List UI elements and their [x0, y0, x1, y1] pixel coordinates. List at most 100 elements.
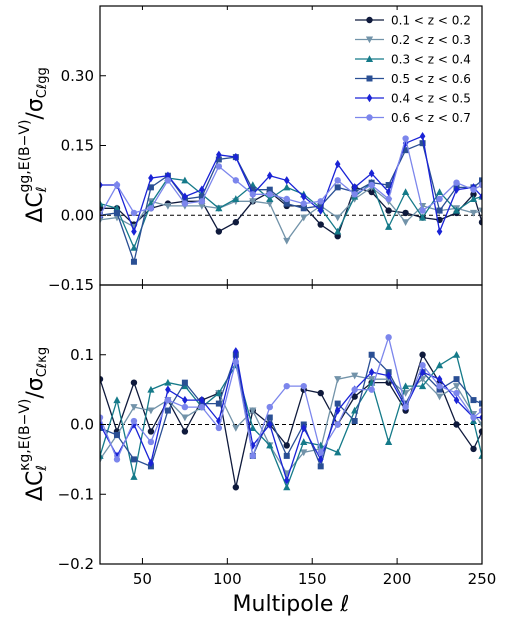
bottom-point-0-2-z-0-3-21 — [452, 383, 461, 390]
bottom-point-0-6-z-0-7-11 — [283, 382, 290, 390]
top-point-0-3-z-0-4-0 — [100, 199, 104, 207]
top-point-0-3-z-0-4-19 — [418, 213, 427, 221]
top-point-0-3-z-0-4-18 — [402, 188, 410, 195]
top-panel: 0.30 0.15 0.00 −0.15 — [48, 5, 483, 294]
bottom-series-line-0-6-z-0-7 — [100, 334, 482, 462]
bottom-y-tick-label: −0.1 — [58, 485, 94, 503]
bottom-point-0-5-z-0-6-15 — [351, 418, 358, 425]
top-point-0-5-z-0-6-6 — [198, 193, 205, 200]
bottom-point-0-3-z-0-4-21 — [452, 350, 461, 358]
top-point-0-2-z-0-3-14 — [334, 214, 342, 222]
x-tick-label: 50 — [133, 570, 152, 588]
bottom-point-0-6-z-0-7-6 — [198, 403, 206, 411]
top-point-0-5-z-0-6-19 — [419, 140, 426, 147]
top-point-0-5-z-0-6-2 — [130, 258, 137, 265]
bottom-y-axis-label: ΔCℓκg,E(B−V)/σCℓκg — [17, 347, 50, 501]
legend-label-0-5-z-0-6: 0.5 < z < 0.6 — [391, 72, 471, 86]
bottom-point-0-6-z-0-7-7 — [215, 424, 223, 432]
top-point-0-1-z-0-2-17 — [385, 207, 392, 214]
top-point-0-6-z-0-7-16 — [368, 181, 375, 189]
top-point-0-6-z-0-7-2 — [130, 209, 138, 217]
top-series-line-0-4-z-0-5 — [100, 135, 482, 234]
top-point-0-3-z-0-4-17 — [385, 223, 393, 230]
top-point-0-6-z-0-7-18 — [402, 135, 409, 142]
bottom-point-0-4-z-0-5-21 — [453, 395, 460, 405]
bottom-point-0-3-z-0-4-17 — [385, 438, 393, 445]
legend-marker-0-5-z-0-6 — [366, 75, 373, 82]
top-point-0-1-z-0-2-7 — [215, 228, 223, 235]
bottom-point-0-3-z-0-4-12 — [300, 438, 308, 445]
top-point-0-5-z-0-6-18 — [402, 147, 409, 154]
bottom-point-0-4-z-0-5-19 — [419, 367, 426, 377]
bottom-point-0-2-z-0-3-15 — [351, 372, 359, 380]
bottom-point-0-5-z-0-6-10 — [266, 414, 273, 421]
bottom-point-0-4-z-0-5-23 — [479, 413, 482, 422]
top-point-0-5-z-0-6-9 — [249, 186, 256, 193]
bottom-point-0-1-z-0-2-11 — [283, 442, 290, 449]
legend-label-0-1-z-0-2: 0.1 < z < 0.2 — [391, 14, 471, 28]
bottom-point-0-1-z-0-2-13 — [317, 389, 324, 397]
bottom-point-0-3-z-0-4-23 — [478, 452, 482, 459]
bottom-point-0-6-z-0-7-19 — [419, 362, 426, 369]
bottom-point-0-1-z-0-2-15 — [351, 393, 358, 400]
top-point-0-2-z-0-3-11 — [283, 237, 291, 245]
bottom-point-0-2-z-0-3-20 — [435, 393, 444, 401]
top-point-0-1-z-0-2-22 — [470, 191, 477, 198]
bottom-point-0-2-z-0-3-19 — [418, 376, 427, 383]
bottom-point-0-5-z-0-6-1 — [113, 431, 120, 438]
bottom-point-0-6-z-0-7-2 — [130, 417, 138, 425]
bottom-point-0-3-z-0-4-10 — [266, 441, 274, 449]
bottom-point-0-5-z-0-6-14 — [334, 400, 341, 407]
top-point-0-5-z-0-6-1 — [113, 209, 120, 216]
bottom-point-0-3-z-0-4-0 — [100, 452, 104, 459]
legend-marker-0-2-z-0-3 — [365, 36, 374, 44]
top-point-0-5-z-0-6-12 — [300, 205, 307, 212]
top-point-0-6-z-0-7-20 — [436, 195, 443, 203]
legend-label-0-3-z-0-4: 0.3 < z < 0.4 — [391, 53, 471, 67]
bottom-point-0-6-z-0-7-18 — [402, 403, 409, 411]
top-point-0-6-z-0-7-8 — [232, 177, 240, 184]
bottom-point-0-3-z-0-4-20 — [435, 361, 444, 369]
bottom-point-0-4-z-0-5-3 — [148, 458, 154, 468]
bottom-point-0-4-z-0-5-5 — [182, 395, 188, 405]
top-point-0-6-z-0-7-3 — [147, 205, 155, 212]
bottom-point-0-6-z-0-7-8 — [232, 358, 240, 365]
top-point-0-3-z-0-4-20 — [435, 188, 444, 195]
top-point-0-2-z-0-3-4 — [164, 202, 172, 210]
top-point-0-6-z-0-7-14 — [334, 177, 341, 184]
bottom-point-0-5-z-0-6-23 — [479, 400, 482, 407]
top-point-0-6-z-0-7-12 — [300, 200, 307, 207]
bottom-point-0-6-z-0-7-5 — [181, 403, 189, 411]
bottom-point-0-5-z-0-6-20 — [436, 386, 443, 393]
bottom-point-0-6-z-0-7-21 — [453, 389, 460, 397]
top-point-0-4-z-0-5-2 — [131, 227, 137, 236]
top-y-tick-label: 0.00 — [61, 206, 94, 224]
top-point-0-4-z-0-5-19 — [419, 132, 426, 141]
bottom-point-0-3-z-0-4-9 — [249, 424, 257, 431]
bottom-point-0-1-z-0-2-5 — [181, 428, 189, 435]
bottom-point-0-4-z-0-5-20 — [436, 374, 443, 384]
bottom-point-0-5-z-0-6-2 — [130, 456, 137, 463]
bottom-point-0-5-z-0-6-5 — [181, 379, 188, 386]
bottom-y-tick-label: −0.2 — [58, 555, 94, 573]
bottom-series-line-0-1-z-0-2 — [100, 353, 482, 488]
bottom-point-0-6-z-0-7-17 — [385, 334, 392, 341]
top-point-0-6-z-0-7-15 — [351, 191, 358, 198]
bottom-point-0-1-z-0-2-2 — [130, 379, 138, 386]
top-series-line-0-6-z-0-7 — [100, 135, 482, 216]
top-point-0-6-z-0-7-10 — [266, 191, 273, 198]
bottom-point-0-3-z-0-4-14 — [334, 448, 342, 456]
legend-marker-0-4-z-0-5 — [366, 93, 373, 103]
bottom-point-0-5-z-0-6-22 — [470, 397, 477, 404]
top-point-0-1-z-0-2-13 — [317, 221, 324, 228]
x-tick-label: 100 — [213, 570, 242, 588]
top-point-0-3-z-0-4-21 — [452, 206, 461, 214]
bottom-point-0-3-z-0-4-19 — [418, 382, 427, 390]
top-point-0-4-z-0-5-21 — [453, 185, 460, 194]
bottom-point-0-4-z-0-5-11 — [283, 476, 290, 485]
top-point-0-6-z-0-7-21 — [453, 179, 460, 186]
top-point-0-6-z-0-7-9 — [249, 191, 256, 198]
bottom-point-0-2-z-0-3-3 — [147, 407, 155, 415]
top-point-0-4-z-0-5-13 — [317, 206, 324, 215]
top-point-0-5-z-0-6-11 — [283, 200, 290, 207]
